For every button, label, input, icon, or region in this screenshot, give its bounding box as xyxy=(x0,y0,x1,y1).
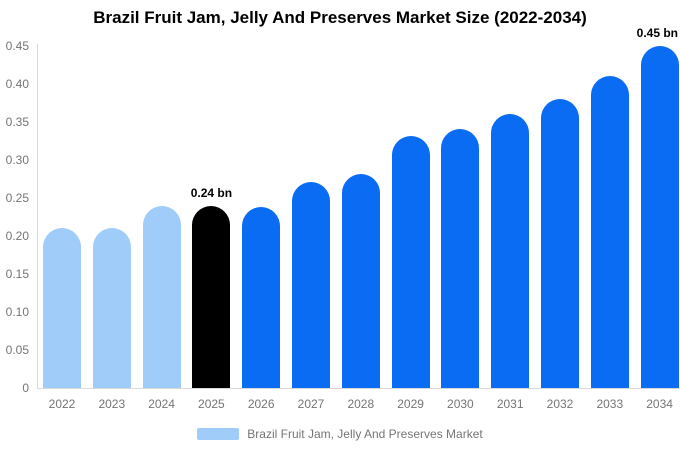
y-tick-label: 0.25 xyxy=(5,191,29,205)
bar-2029 xyxy=(391,136,430,388)
x-axis-line xyxy=(37,388,680,389)
bar-2022 xyxy=(43,228,81,388)
y-tick-label: 0.10 xyxy=(5,305,29,319)
x-tick-label: 2022 xyxy=(48,397,76,411)
y-tick-label: 0 xyxy=(22,381,29,395)
y-tick-label: 0.30 xyxy=(5,153,29,167)
bar-2033 xyxy=(590,75,629,388)
x-tick-label: 2029 xyxy=(397,397,424,411)
y-tick-label: 0.35 xyxy=(5,115,29,129)
x-tick-label: 2030 xyxy=(447,397,474,411)
y-tick-label: 0.05 xyxy=(5,343,29,357)
x-tick-label: 2033 xyxy=(596,397,624,411)
y-tick-label: 0.40 xyxy=(5,77,29,91)
y-tick-label: 0.15 xyxy=(5,267,29,281)
bar-2025 xyxy=(192,205,231,388)
x-tick-label: 2032 xyxy=(546,397,574,411)
legend: Brazil Fruit Jam, Jelly And Preserves Ma… xyxy=(0,427,680,441)
y-tick-label: 0.20 xyxy=(5,229,29,243)
bar-2028 xyxy=(341,173,380,388)
legend-swatch xyxy=(197,428,240,440)
x-tick-label: 2028 xyxy=(347,397,375,411)
bar-2026 xyxy=(242,207,281,388)
bar-2027 xyxy=(292,182,330,388)
bar-value-label-2034: 0.45 bn xyxy=(636,26,678,40)
y-tick-label: 0.45 xyxy=(5,39,29,53)
x-tick-label: 2031 xyxy=(496,397,524,411)
bar-2030 xyxy=(441,128,480,388)
bar-2032 xyxy=(541,99,579,388)
x-tick-label: 2023 xyxy=(98,397,126,411)
chart-title: Brazil Fruit Jam, Jelly And Preserves Ma… xyxy=(93,8,587,27)
x-tick-label: 2026 xyxy=(247,397,275,411)
bar-2023 xyxy=(92,228,131,388)
bar-2031 xyxy=(491,113,530,388)
x-tick-label: 2027 xyxy=(297,397,325,411)
x-tick-label: 2034 xyxy=(646,397,673,411)
bar-2024 xyxy=(142,206,181,388)
x-tick-label: 2025 xyxy=(198,397,225,411)
y-axis-line xyxy=(37,44,38,388)
x-tick-label: 2024 xyxy=(148,397,175,411)
legend-label: Brazil Fruit Jam, Jelly And Preserves Ma… xyxy=(247,427,483,441)
bar-2034 xyxy=(640,46,679,388)
bar-value-label-2025: 0.24 bn xyxy=(190,185,233,200)
